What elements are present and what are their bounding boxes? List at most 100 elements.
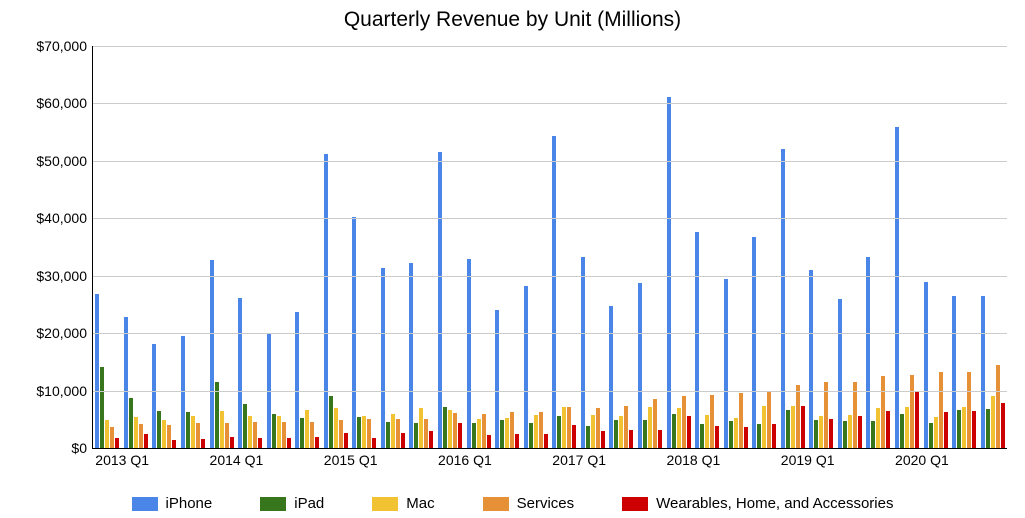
legend-label: Mac bbox=[406, 495, 434, 512]
bar bbox=[95, 294, 99, 448]
bar bbox=[729, 421, 733, 448]
bar bbox=[601, 431, 605, 448]
bar bbox=[739, 393, 743, 448]
bar bbox=[762, 406, 766, 448]
grid-line bbox=[93, 276, 1007, 277]
bar bbox=[791, 406, 795, 448]
bar bbox=[915, 391, 919, 448]
bar bbox=[866, 257, 870, 448]
bar bbox=[372, 438, 376, 448]
bars-container bbox=[93, 46, 1007, 448]
bar bbox=[700, 424, 704, 448]
bar bbox=[477, 419, 481, 448]
bar bbox=[591, 415, 595, 448]
bar bbox=[282, 422, 286, 448]
bar bbox=[781, 149, 785, 448]
revenue-chart: Quarterly Revenue by Unit (Millions) 201… bbox=[0, 0, 1025, 518]
bar bbox=[724, 279, 728, 448]
legend: iPhoneiPadMacServicesWearables, Home, an… bbox=[0, 495, 1025, 512]
legend-item: Mac bbox=[372, 495, 434, 512]
bar bbox=[772, 424, 776, 448]
bar bbox=[653, 399, 657, 448]
bar bbox=[344, 433, 348, 449]
bar bbox=[115, 438, 119, 448]
bar bbox=[419, 408, 423, 448]
bar bbox=[210, 260, 214, 448]
bar bbox=[658, 430, 662, 448]
y-tick-label: $60,000 bbox=[36, 95, 93, 111]
bar bbox=[829, 419, 833, 448]
bar bbox=[134, 417, 138, 448]
bar bbox=[453, 413, 457, 448]
bar bbox=[876, 408, 880, 448]
bar bbox=[362, 416, 366, 448]
bar bbox=[220, 411, 224, 448]
bar bbox=[409, 263, 413, 448]
y-tick-label: $20,000 bbox=[36, 325, 93, 341]
bar bbox=[752, 237, 756, 448]
legend-swatch bbox=[260, 497, 286, 511]
legend-swatch bbox=[132, 497, 158, 511]
y-tick-label: $70,000 bbox=[36, 38, 93, 54]
x-tick-label: 2013 Q1 bbox=[95, 452, 149, 468]
bar bbox=[529, 423, 533, 448]
bar bbox=[562, 407, 566, 448]
legend-item: Services bbox=[483, 495, 575, 512]
bar bbox=[196, 423, 200, 448]
bar bbox=[981, 296, 985, 448]
bar bbox=[715, 426, 719, 448]
x-tick-label: 2018 Q1 bbox=[667, 452, 721, 468]
bar bbox=[853, 382, 857, 448]
bar bbox=[809, 270, 813, 448]
x-tick-label: 2019 Q1 bbox=[781, 452, 835, 468]
bar bbox=[357, 417, 361, 448]
bar bbox=[544, 434, 548, 448]
bar bbox=[824, 382, 828, 448]
bar bbox=[129, 398, 133, 448]
bar bbox=[672, 414, 676, 448]
bar bbox=[152, 344, 156, 448]
bar bbox=[705, 415, 709, 448]
bar bbox=[648, 407, 652, 448]
bar bbox=[277, 416, 281, 448]
bar bbox=[972, 411, 976, 448]
bar bbox=[819, 416, 823, 448]
bar bbox=[734, 418, 738, 448]
x-tick-label: 2014 Q1 bbox=[210, 452, 264, 468]
chart-title: Quarterly Revenue by Unit (Millions) bbox=[0, 8, 1025, 32]
bar bbox=[391, 414, 395, 448]
bar bbox=[682, 396, 686, 448]
grid-line bbox=[93, 103, 1007, 104]
bar bbox=[515, 434, 519, 448]
bar bbox=[300, 418, 304, 448]
bar bbox=[482, 414, 486, 448]
bar bbox=[886, 411, 890, 448]
legend-label: iPad bbox=[294, 495, 324, 512]
bar bbox=[230, 437, 234, 448]
bar bbox=[609, 306, 613, 448]
bar bbox=[744, 427, 748, 448]
bar bbox=[500, 420, 504, 448]
bar bbox=[539, 412, 543, 448]
bar bbox=[796, 385, 800, 448]
bar bbox=[305, 410, 309, 448]
bar bbox=[871, 421, 875, 448]
legend-label: Services bbox=[517, 495, 575, 512]
bar bbox=[448, 410, 452, 448]
bar bbox=[315, 437, 319, 448]
bar bbox=[629, 430, 633, 448]
bar bbox=[687, 416, 691, 448]
bar bbox=[144, 434, 148, 448]
bar bbox=[695, 232, 699, 448]
bar bbox=[934, 417, 938, 448]
bar bbox=[957, 410, 961, 448]
bar bbox=[848, 415, 852, 448]
bar bbox=[767, 391, 771, 448]
bar bbox=[667, 97, 671, 448]
bar bbox=[924, 282, 928, 448]
bar bbox=[929, 423, 933, 448]
bar bbox=[272, 414, 276, 448]
bar bbox=[838, 299, 842, 448]
bar bbox=[396, 419, 400, 448]
bar bbox=[248, 416, 252, 448]
